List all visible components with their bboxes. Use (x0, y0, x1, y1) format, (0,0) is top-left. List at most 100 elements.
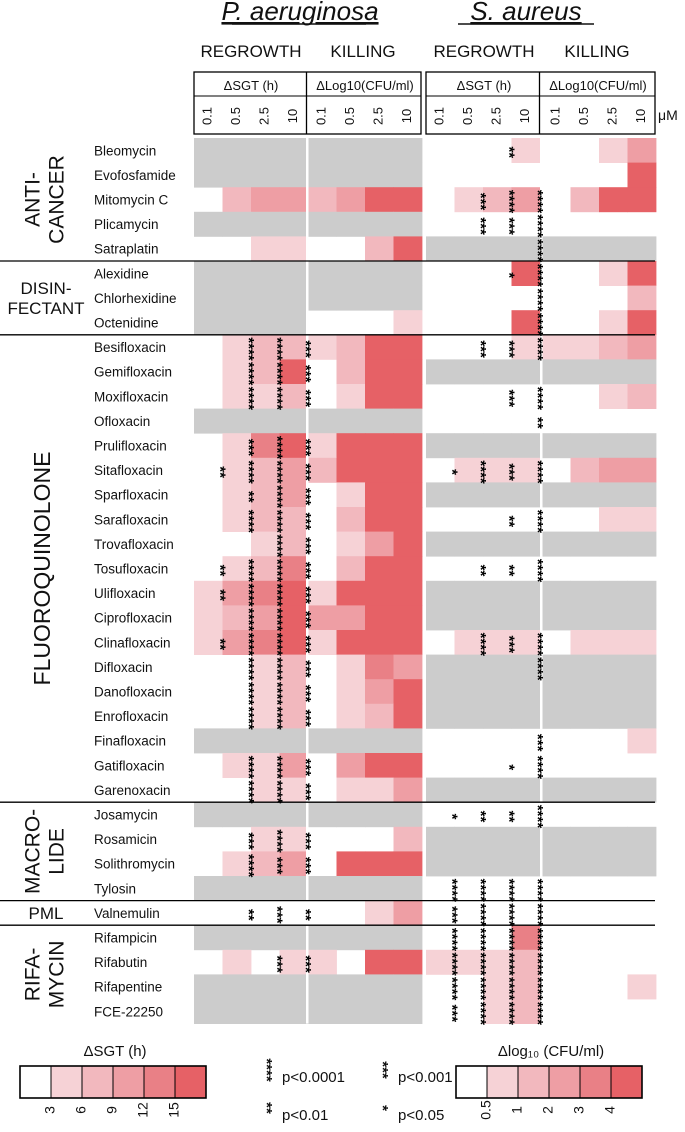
significance-key-stars: *** (374, 1061, 391, 1079)
significance-star: ** (501, 515, 518, 527)
sa-killing-cell (542, 334, 571, 360)
class-label: LIDE (46, 828, 69, 875)
sa-killing-cell (627, 162, 657, 188)
significance-star: **** (472, 460, 489, 484)
pa-killing-cell (336, 802, 366, 828)
concentration-tick: 0.5 (576, 107, 591, 125)
significance-star: **** (529, 633, 546, 657)
pa-killing-cell (365, 580, 394, 606)
sa-killing-cell (599, 654, 628, 680)
class-label: PML (29, 904, 64, 923)
pa-regrowth-cell (222, 285, 252, 311)
header-group: P. aeruginosa S. aureus REGROWTH KILLING REG… (193, 0, 678, 135)
significance-star: **** (269, 460, 286, 484)
legend-sgt-swatch (19, 1065, 52, 1099)
significance-star: **** (240, 608, 257, 632)
metric-label: ΔLog10(CFU/ml) (549, 78, 647, 93)
sa-killing-cell (627, 679, 657, 705)
pa-killing-cell (393, 433, 423, 459)
pa-regrowth-cell (222, 851, 252, 877)
sa-killing-cell (570, 826, 600, 852)
significance-star: *** (297, 488, 314, 506)
significance-key-label: p<0.01 (282, 1107, 328, 1124)
pa-regrowth-cell (222, 433, 252, 459)
sa-regrowth-cell (454, 457, 484, 483)
pa-killing-cell (365, 211, 394, 237)
drug-label: Enrofloxacin (94, 709, 168, 724)
sa-killing-cell (627, 851, 657, 877)
pa-killing-cell (365, 285, 394, 311)
pa-killing-cell (308, 162, 337, 188)
significance-star: **** (444, 952, 461, 976)
significance-key-label: p<0.05 (398, 1107, 444, 1124)
pa-regrowth-cell (279, 654, 309, 680)
significance-star: **** (472, 633, 489, 657)
significance-star: *** (444, 906, 461, 924)
sa-killing-cell (570, 777, 600, 803)
pa-regrowth-cell (194, 285, 223, 311)
drug-label: Tosufloxacin (94, 562, 168, 577)
pa-killing-cell (336, 580, 366, 606)
concentration-tick: 10 (633, 109, 648, 123)
pa-regrowth-cell (251, 630, 280, 655)
sa-killing-cell (570, 359, 600, 385)
sa-regrowth-cell (483, 359, 512, 385)
significance-star: **** (240, 756, 257, 780)
drug-label: Besifloxacin (94, 340, 166, 355)
sa-killing-cell (627, 580, 657, 606)
significance-star: ** (472, 565, 489, 577)
pa-regrowth-cell (279, 703, 309, 729)
concentration-tick: 0.1 (432, 107, 447, 125)
sa-killing-cell (570, 630, 600, 655)
pa-regrowth-cell (279, 679, 309, 705)
pa-killing-cell (336, 999, 366, 1024)
significance-star: **** (472, 903, 489, 927)
sa-killing-cell (627, 187, 657, 213)
legend-sgt-swatch (81, 1065, 114, 1099)
significance-star: **** (501, 190, 518, 214)
pa-regrowth-cell (279, 974, 309, 1000)
pa-regrowth-cell (251, 728, 280, 754)
sa-killing-cell (627, 236, 657, 262)
sa-killing-cell (627, 310, 657, 336)
significance-star: **** (501, 952, 518, 976)
organism-title: S. aureus (470, 0, 581, 26)
significance-star: *** (529, 734, 546, 752)
pa-regrowth-cell (251, 236, 280, 262)
sa-regrowth-cell (426, 777, 455, 803)
sa-killing-cell (627, 433, 657, 459)
sa-regrowth-cell (511, 187, 541, 213)
pa-regrowth-cell (279, 630, 309, 655)
drug-label: Moxifloxacin (94, 389, 168, 404)
significance-star: ** (501, 146, 518, 158)
concentration-tick: 0.5 (460, 107, 475, 125)
organism-title: P. aeruginosa (221, 0, 378, 26)
drug-label: Valnemulin (94, 906, 160, 921)
significance-star: **** (529, 928, 546, 952)
sa-regrowth-cell (483, 187, 512, 213)
significance-star: *** (297, 611, 314, 629)
significance-star: *** (501, 636, 518, 654)
pa-regrowth-cell (279, 605, 309, 631)
legend-cfu-title: Δlog₁₀ (CFU/ml) (498, 1043, 604, 1060)
pa-regrowth-cell (251, 703, 280, 729)
pa-regrowth-cell (222, 261, 252, 286)
pa-regrowth-cell (251, 310, 280, 336)
sa-killing-cell (570, 334, 600, 360)
pa-regrowth-cell (194, 728, 223, 754)
significance-star: **** (444, 928, 461, 952)
sa-killing-cell (542, 851, 571, 877)
pa-killing-cell (393, 531, 423, 557)
pa-killing-cell (393, 974, 423, 1000)
pa-killing-cell (393, 826, 423, 852)
sa-regrowth-cell (454, 236, 484, 262)
sa-killing-cell (570, 482, 600, 508)
pa-regrowth-cell (279, 384, 309, 409)
pa-killing-cell (365, 851, 394, 877)
pa-killing-cell (365, 261, 394, 286)
significance-star: **** (529, 387, 546, 411)
pa-regrowth-cell (279, 285, 309, 311)
sa-killing-cell (599, 334, 628, 360)
pa-killing-cell (308, 457, 337, 483)
pa-killing-cell (308, 974, 337, 1000)
